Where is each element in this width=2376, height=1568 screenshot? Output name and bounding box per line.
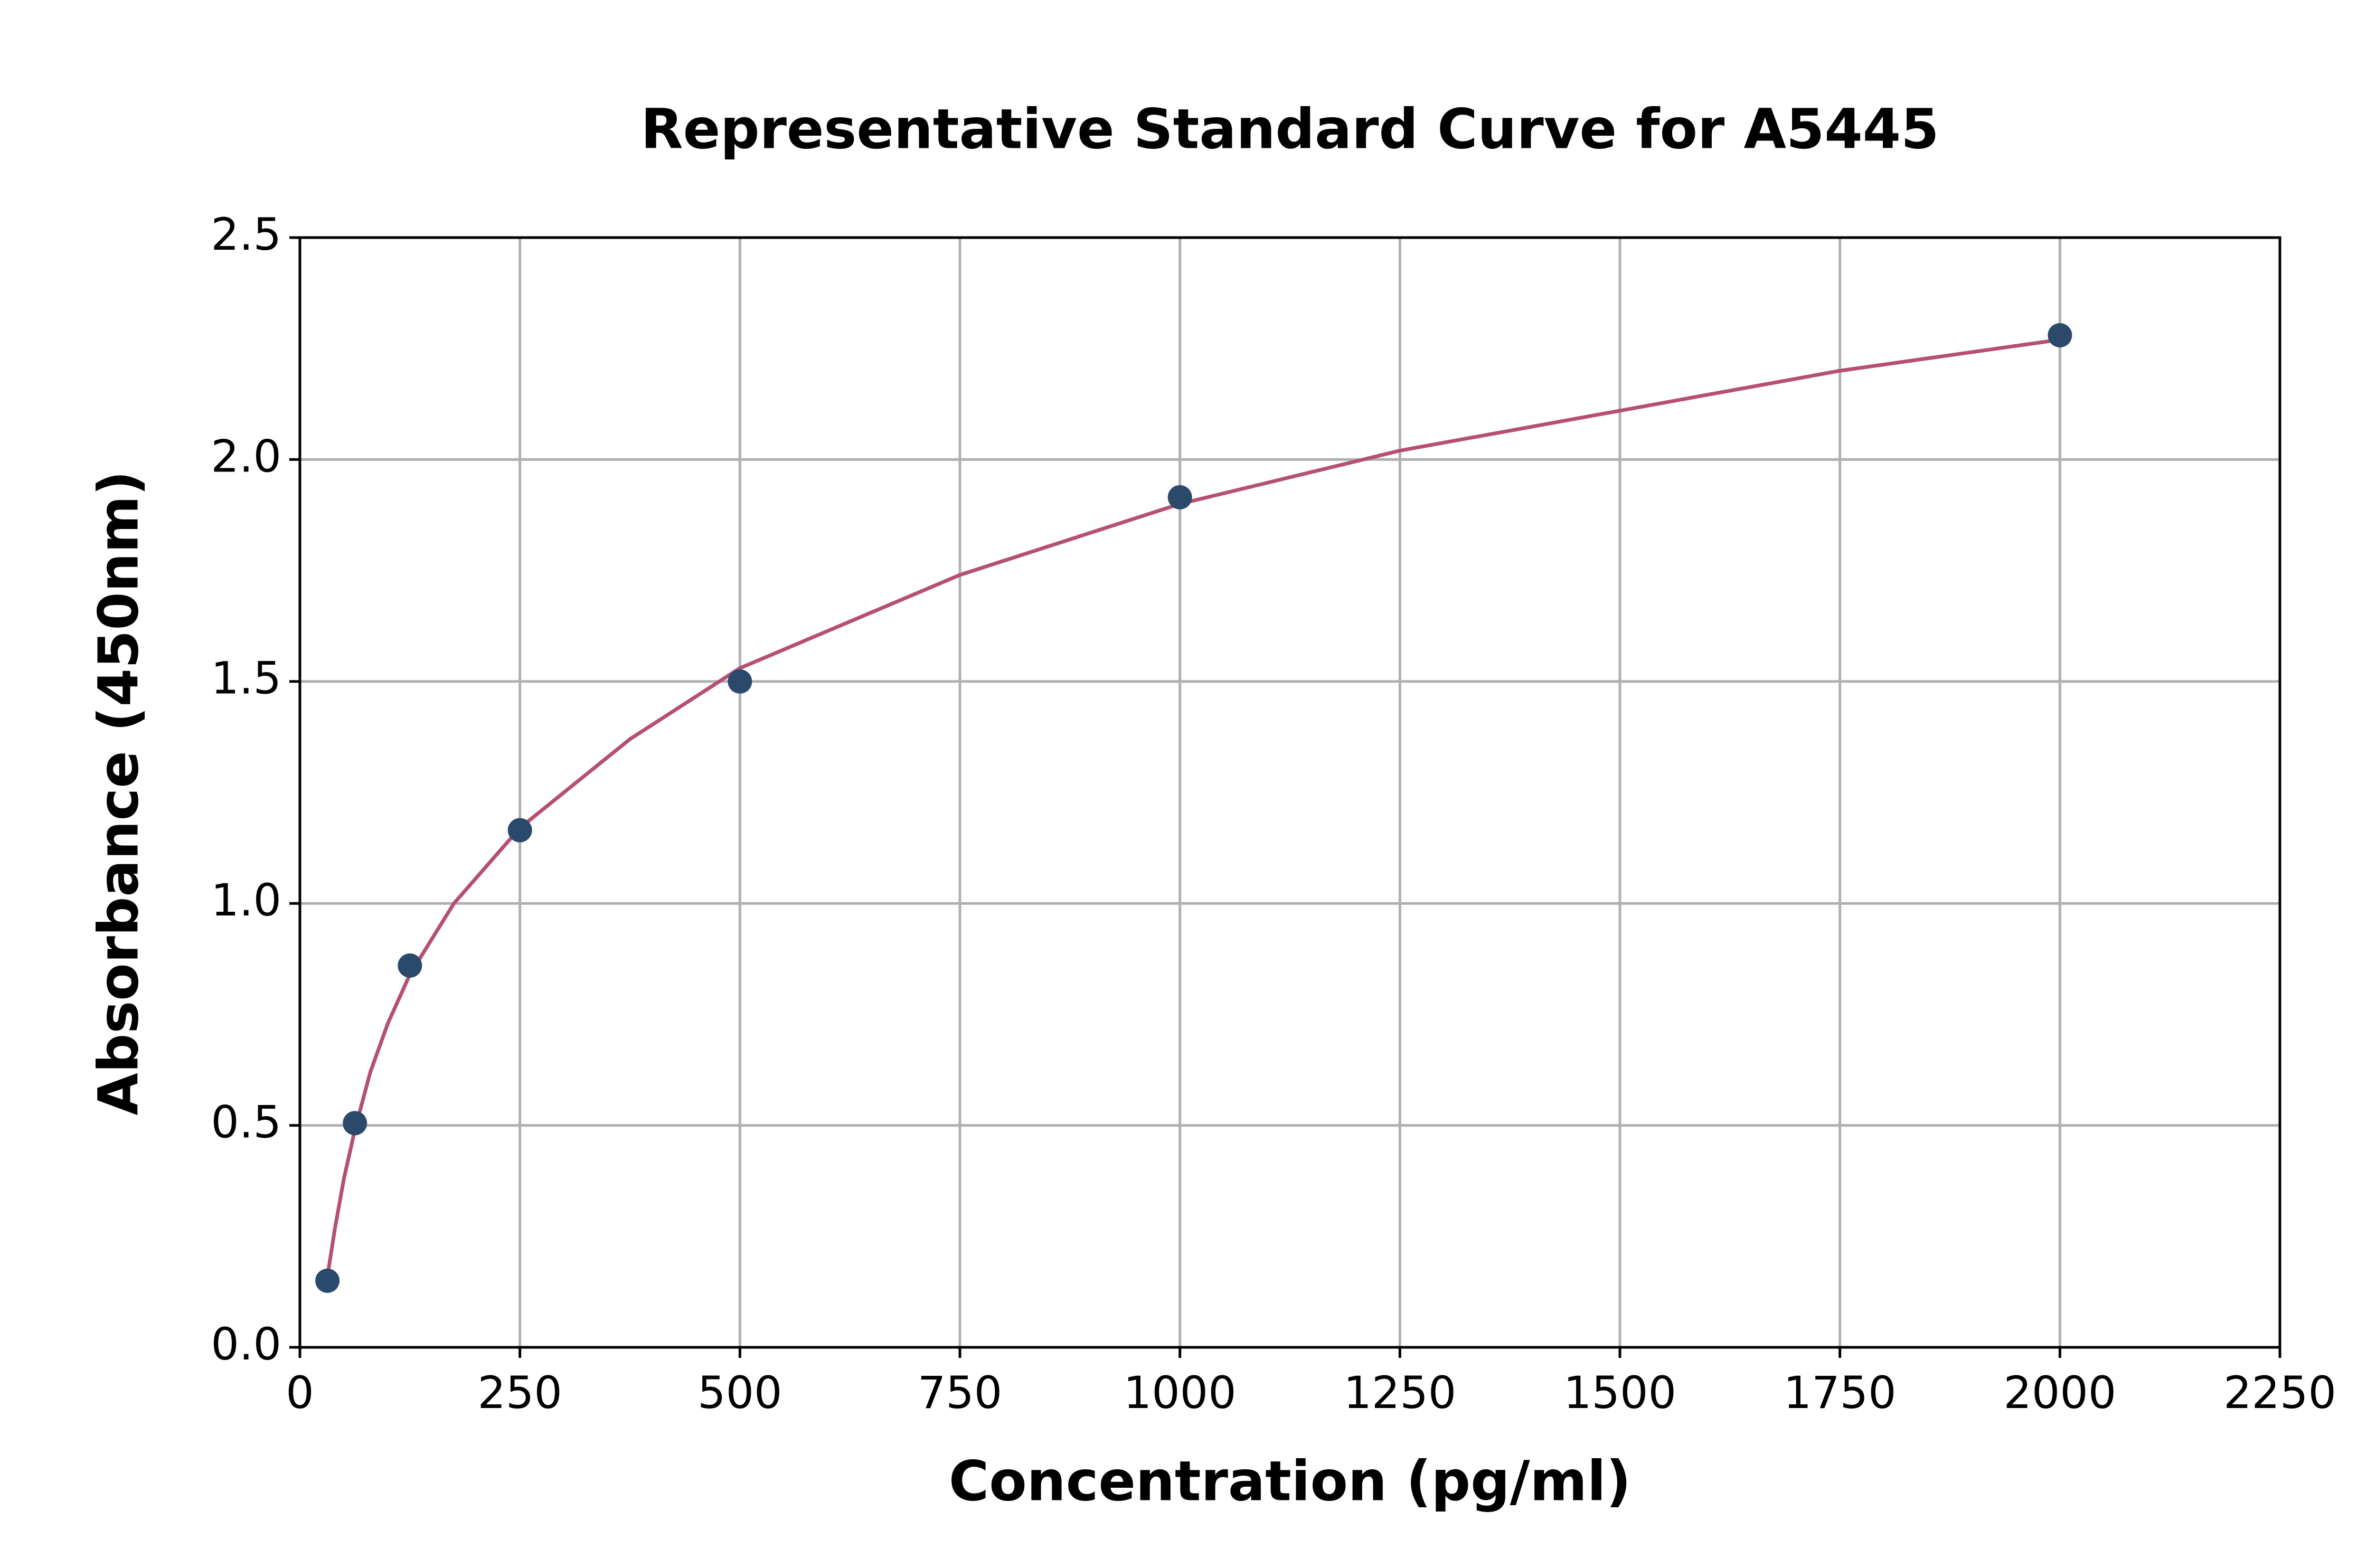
- y-tick-label: 0.5: [211, 1097, 281, 1148]
- x-tick-label: 1000: [1124, 1367, 1237, 1419]
- data-point: [343, 1111, 367, 1136]
- x-tick-label: 750: [918, 1367, 1002, 1419]
- data-point: [2048, 323, 2072, 347]
- x-tick-label: 250: [477, 1367, 562, 1419]
- y-tick-label: 2.5: [211, 209, 281, 260]
- y-tick-label: 0.0: [211, 1318, 281, 1370]
- data-point: [398, 953, 422, 978]
- y-axis-label: Absorbance (450nm): [86, 470, 150, 1115]
- x-tick-label: 500: [697, 1367, 782, 1419]
- x-tick-label: 2250: [2223, 1367, 2336, 1419]
- plot-frame: [298, 236, 2281, 1349]
- chart-title: Representative Standard Curve for A5445: [641, 97, 1939, 161]
- x-tick-label: 1250: [1343, 1367, 1456, 1419]
- data-point: [507, 818, 532, 843]
- data-point: [315, 1268, 340, 1293]
- data-point: [728, 669, 752, 694]
- y-tick-label: 1.0: [211, 874, 281, 926]
- fit-curve: [325, 337, 2060, 1277]
- x-tick-label: 0: [286, 1367, 314, 1419]
- x-axis-label: Concentration (pg/ml): [949, 1449, 1631, 1513]
- x-tick-label: 1750: [1784, 1367, 1897, 1419]
- y-tick-label: 2.0: [211, 430, 281, 482]
- x-tick-label: 2000: [2003, 1367, 2116, 1419]
- data-point: [1167, 485, 1192, 509]
- x-tick-label: 1500: [1563, 1367, 1676, 1419]
- y-tick-label: 1.5: [211, 653, 281, 704]
